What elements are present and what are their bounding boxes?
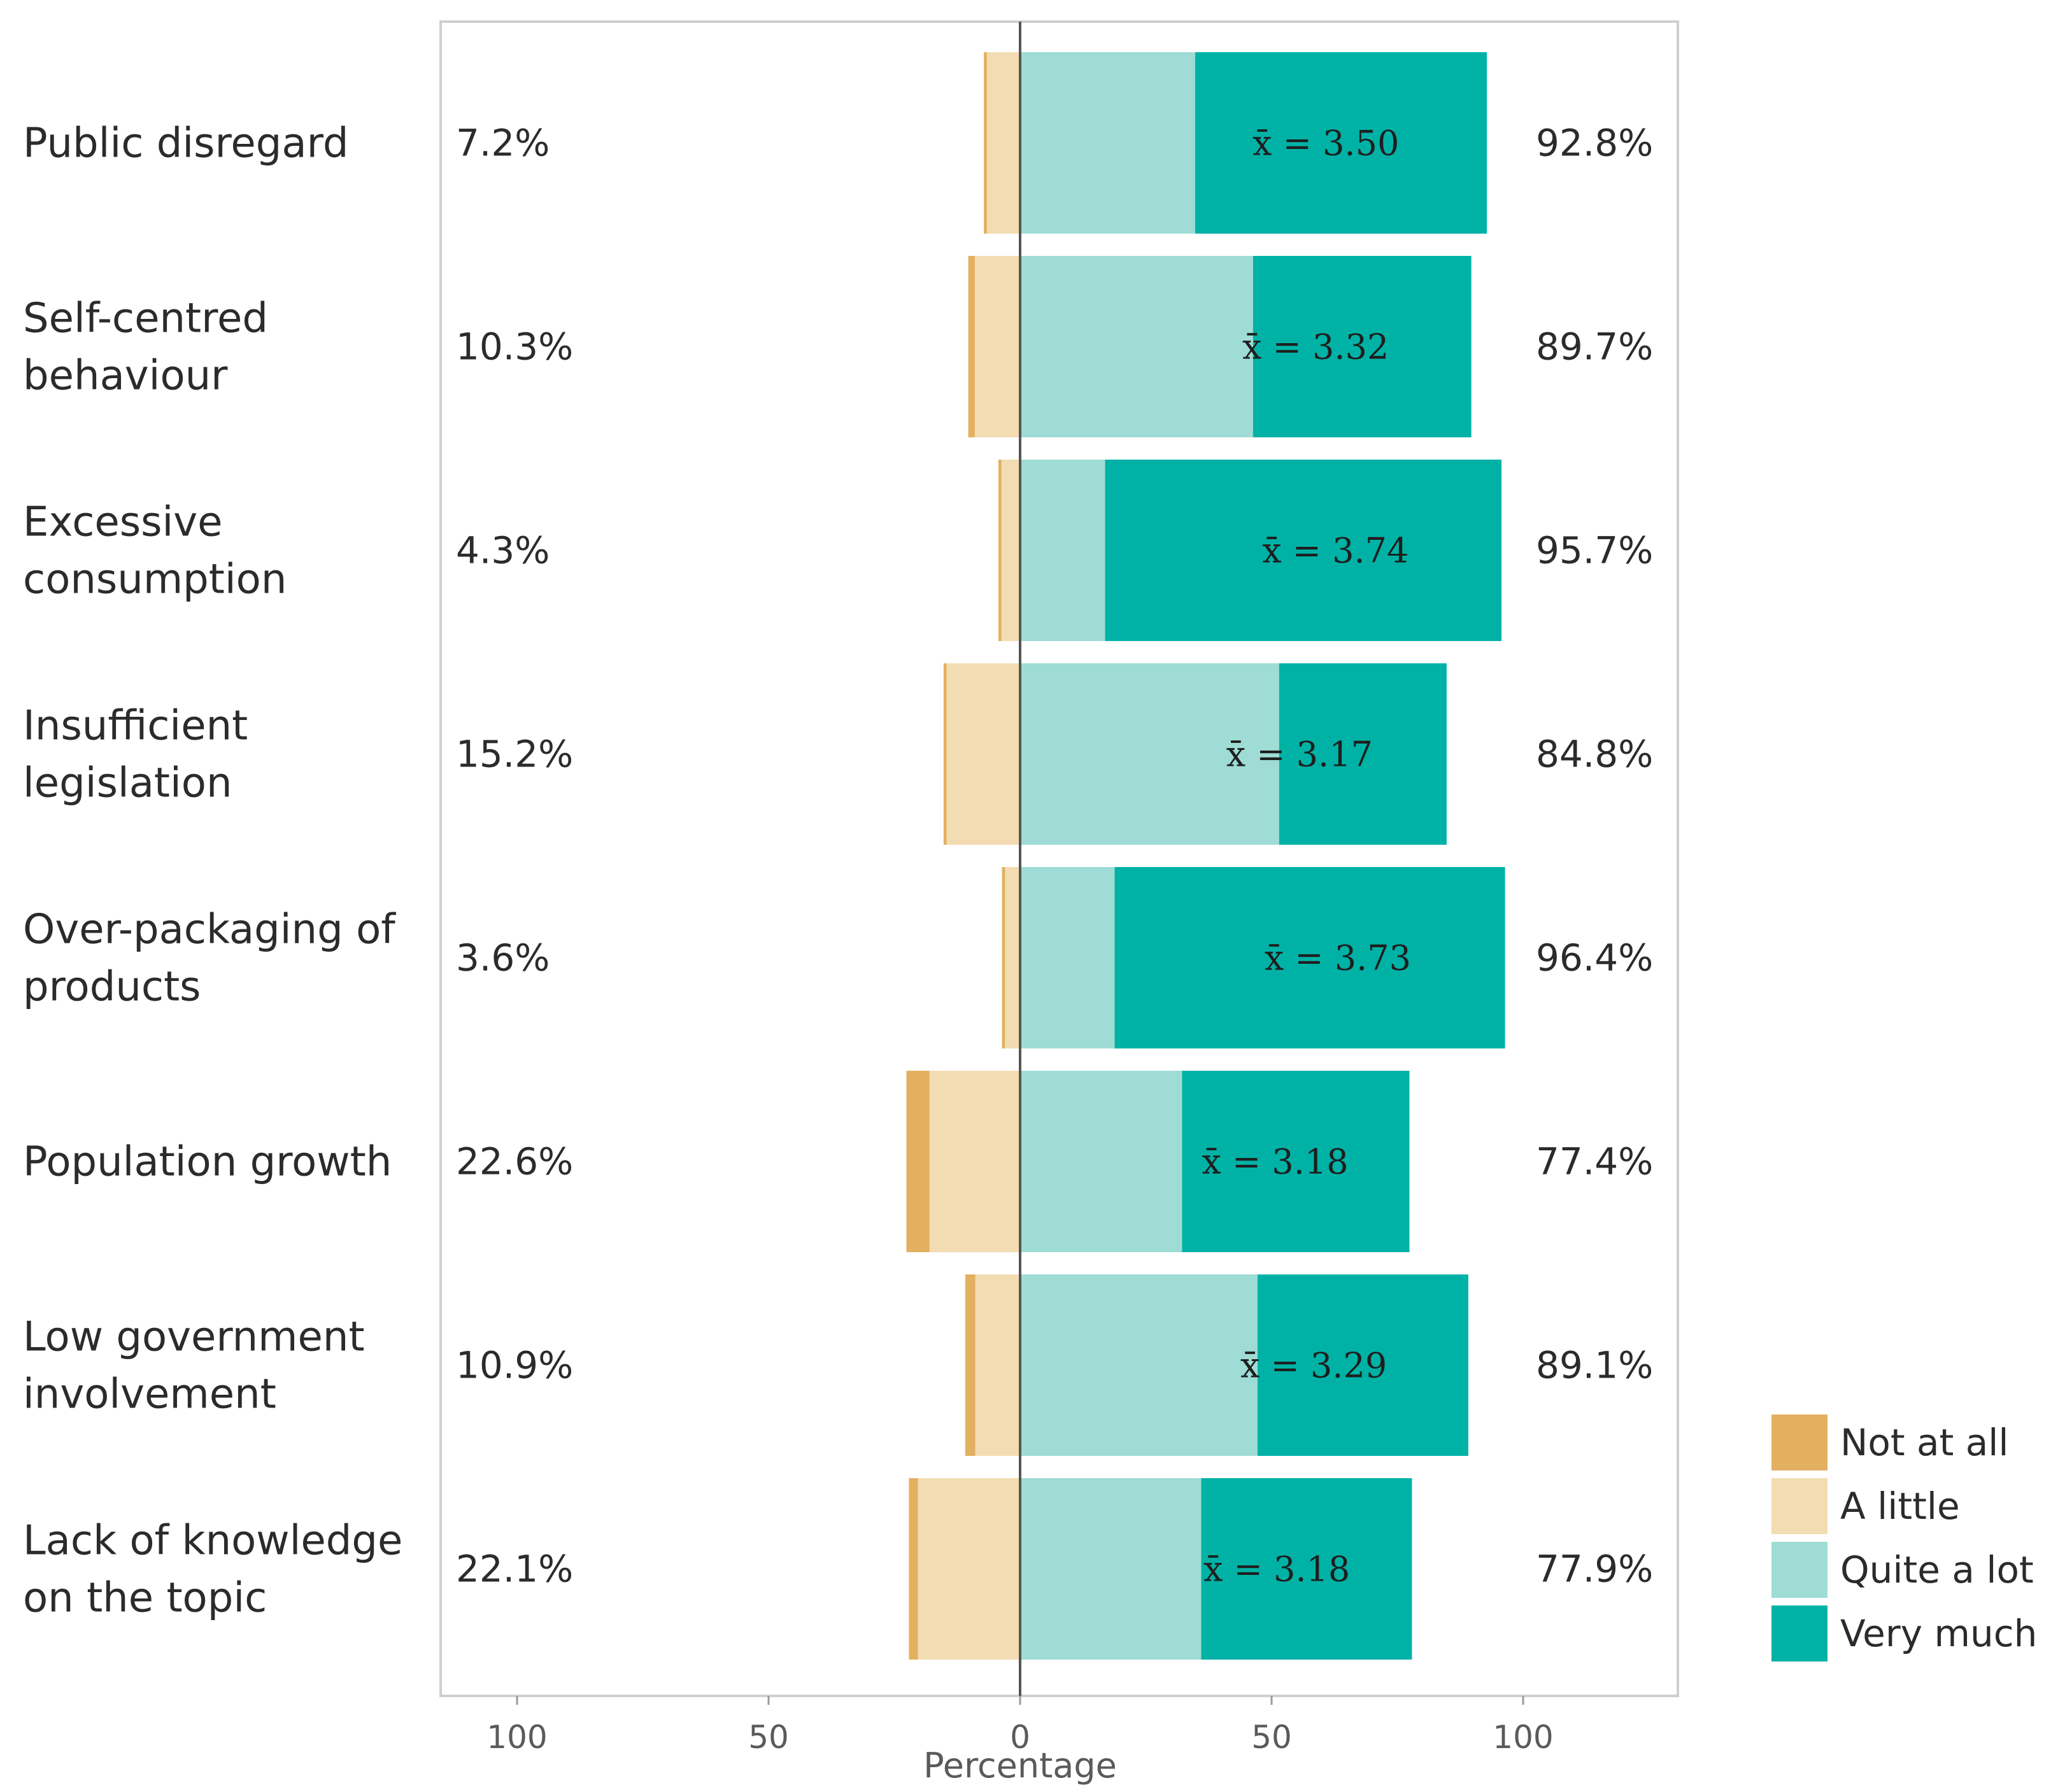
positive-percent-label: 89.7% [1536, 325, 1653, 369]
bar-quite-a-lot [1020, 867, 1115, 1048]
negative-percent-label: 10.9% [456, 1344, 573, 1387]
category-label: Insufficient [23, 703, 248, 750]
positive-percent-label: 95.7% [1536, 529, 1653, 572]
bar-not-at-all [998, 460, 1002, 641]
legend-label: A little [1840, 1485, 1960, 1528]
mean-label: x̄ = 3.32 [1242, 327, 1389, 367]
x-axis-title: Percentage [923, 1746, 1117, 1786]
bar-a-little [929, 1071, 1020, 1252]
category-label: products [23, 964, 201, 1011]
mean-label: x̄ = 3.29 [1240, 1346, 1387, 1386]
bar-very-much [1195, 52, 1487, 234]
bar-a-little [946, 663, 1020, 845]
legend-label: Very much [1840, 1612, 2037, 1655]
category-label: behaviour [23, 353, 228, 400]
bar-very-much [1182, 1071, 1410, 1252]
bar-quite-a-lot [1020, 1274, 1258, 1456]
legend-swatch [1771, 1415, 1827, 1471]
positive-percent-label: 77.4% [1536, 1140, 1653, 1183]
x-tick-label: 50 [748, 1719, 789, 1756]
bar-not-at-all [965, 1274, 976, 1456]
bar-a-little [975, 1274, 1020, 1456]
negative-percent-label: 3.6% [456, 936, 550, 980]
category-label: legislation [23, 760, 232, 807]
bar-very-much [1201, 1478, 1412, 1660]
legend-swatch [1771, 1478, 1827, 1534]
negative-percent-label: 4.3% [456, 529, 550, 572]
bar-quite-a-lot [1020, 460, 1105, 641]
positive-percent-label: 84.8% [1536, 733, 1653, 776]
category-label: Public disregard [23, 120, 348, 167]
bar-not-at-all [984, 52, 987, 234]
mean-label: x̄ = 3.50 [1253, 123, 1399, 164]
legend-label: Not at all [1840, 1421, 2009, 1464]
category-label: Lack of knowledge [23, 1518, 402, 1565]
category-label: Population growth [23, 1139, 392, 1186]
x-tick-label: 100 [1493, 1719, 1553, 1756]
bar-quite-a-lot [1020, 52, 1195, 234]
bar-a-little [918, 1478, 1020, 1660]
negative-percent-label: 15.2% [456, 733, 573, 776]
negative-percent-label: 7.2% [456, 122, 550, 165]
bar-not-at-all [906, 1071, 930, 1252]
negative-percent-label: 22.1% [456, 1548, 573, 1591]
bar-very-much [1279, 663, 1447, 845]
category-label: Over-packaging of [23, 907, 396, 954]
positive-percent-label: 77.9% [1536, 1548, 1653, 1591]
bar-very-much [1257, 1274, 1468, 1456]
bar-not-at-all [968, 256, 975, 437]
category-label: Self-centred [23, 295, 268, 342]
category-label: on the topic [23, 1575, 267, 1622]
legend-label: Quite a lot [1840, 1548, 2034, 1591]
mean-label: x̄ = 3.73 [1265, 938, 1411, 978]
positive-percent-label: 89.1% [1536, 1344, 1653, 1387]
negative-percent-label: 22.6% [456, 1140, 573, 1183]
bar-not-at-all [943, 663, 947, 845]
x-tick-label: 100 [486, 1719, 547, 1756]
bar-not-at-all [1002, 867, 1005, 1048]
positive-percent-label: 96.4% [1536, 936, 1653, 980]
mean-label: x̄ = 3.74 [1262, 531, 1409, 571]
bar-quite-a-lot [1020, 1478, 1202, 1660]
x-tick-label: 0 [1010, 1719, 1030, 1756]
x-tick-label: 50 [1251, 1719, 1292, 1756]
category-label: consumption [23, 556, 287, 603]
bar-quite-a-lot [1020, 663, 1279, 845]
bar-quite-a-lot [1020, 256, 1253, 437]
bar-quite-a-lot [1020, 1071, 1182, 1252]
bar-a-little [986, 52, 1020, 234]
mean-label: x̄ = 3.18 [1203, 1549, 1350, 1590]
mean-label: x̄ = 3.18 [1202, 1142, 1348, 1182]
negative-percent-label: 10.3% [456, 325, 573, 369]
bar-a-little [1001, 460, 1020, 641]
category-label: Excessive [23, 499, 222, 546]
category-label: Low government [23, 1314, 365, 1361]
legend-swatch [1771, 1542, 1827, 1598]
legend-swatch [1771, 1605, 1827, 1661]
bar-very-much [1114, 867, 1505, 1048]
bar-very-much [1105, 460, 1502, 641]
mean-label: x̄ = 3.17 [1226, 735, 1373, 775]
bar-very-much [1253, 256, 1472, 437]
bar-a-little [974, 256, 1020, 437]
category-label: involvement [23, 1371, 276, 1418]
bar-not-at-all [909, 1478, 918, 1660]
positive-percent-label: 92.8% [1536, 122, 1653, 165]
bar-a-little [1005, 867, 1020, 1048]
